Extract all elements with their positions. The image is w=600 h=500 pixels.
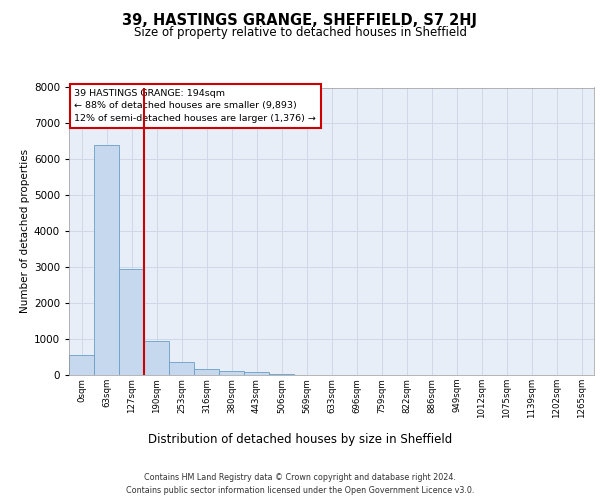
Bar [94,145,119,375]
Bar [219,372,244,375]
Text: Size of property relative to detached houses in Sheffield: Size of property relative to detached ho… [133,26,467,39]
Text: Contains public sector information licensed under the Open Government Licence v3: Contains public sector information licen… [126,486,474,495]
Bar [144,341,169,375]
Text: 39 HASTINGS GRANGE: 194sqm
← 88% of detached houses are smaller (9,893)
12% of s: 39 HASTINGS GRANGE: 194sqm ← 88% of deta… [74,89,316,123]
Bar [119,269,144,375]
Text: Distribution of detached houses by size in Sheffield: Distribution of detached houses by size … [148,432,452,446]
Bar [169,362,194,375]
Text: Contains HM Land Registry data © Crown copyright and database right 2024.: Contains HM Land Registry data © Crown c… [144,472,456,482]
Bar [269,374,294,375]
Bar [69,355,94,375]
Text: 39, HASTINGS GRANGE, SHEFFIELD, S7 2HJ: 39, HASTINGS GRANGE, SHEFFIELD, S7 2HJ [122,12,478,28]
Bar [194,369,219,375]
Y-axis label: Number of detached properties: Number of detached properties [20,149,29,314]
Bar [244,372,269,375]
